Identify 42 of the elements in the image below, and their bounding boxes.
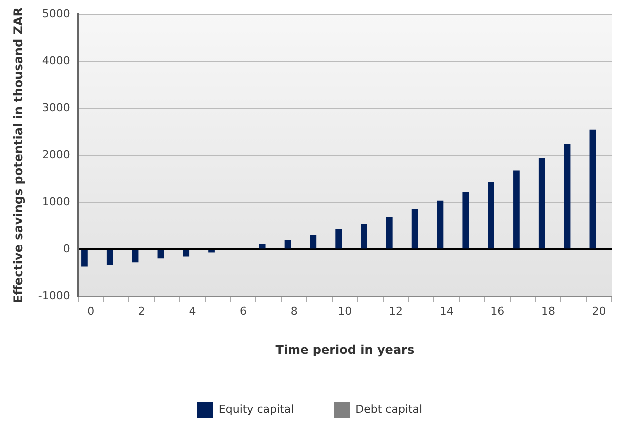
bar [538,158,546,249]
x-tick-label: 2 [138,304,146,318]
y-tick-label: 5000 [42,7,70,20]
y-tick-label: 3000 [42,101,70,114]
bar [412,210,418,249]
bar [514,170,520,249]
bar [386,217,393,249]
y-tick-label: 1000 [42,195,70,208]
bar [106,250,114,266]
bar [488,182,494,249]
x-tick-label: 0 [88,304,95,318]
x-tick-label: 8 [290,304,298,318]
x-tick-label: 6 [240,304,248,318]
x-tick-label: 4 [189,304,196,318]
bar [82,250,88,267]
bar [437,200,444,249]
x-tick-label: 18 [541,304,556,318]
bar [361,224,368,249]
bar [158,250,164,259]
y-axis-title: Effective savings potential in thousand ZAR [11,8,26,304]
y-tick-label: 4000 [42,54,70,68]
bar [462,192,470,249]
x-tick-label: 12 [389,304,404,318]
bar [208,250,215,253]
x-tick-label: 16 [490,304,505,318]
bar [284,240,292,249]
bar [564,144,571,249]
bar [132,250,139,263]
x-tick-label: 20 [592,304,606,318]
bar [259,244,266,249]
legend-label: Equity capital [218,402,294,416]
y-tick-label: 0 [63,242,70,256]
bar [336,229,342,249]
x-tick-label: 14 [440,304,454,318]
bar [310,235,317,249]
legend-label: Debt capital [356,402,423,416]
x-tick-label: 10 [338,304,352,318]
bar [183,250,190,257]
bar [590,130,596,249]
y-tick-label: -1000 [38,289,70,302]
y-tick-label: 2000 [42,148,70,162]
x-axis-title: Time period in years [276,342,415,357]
